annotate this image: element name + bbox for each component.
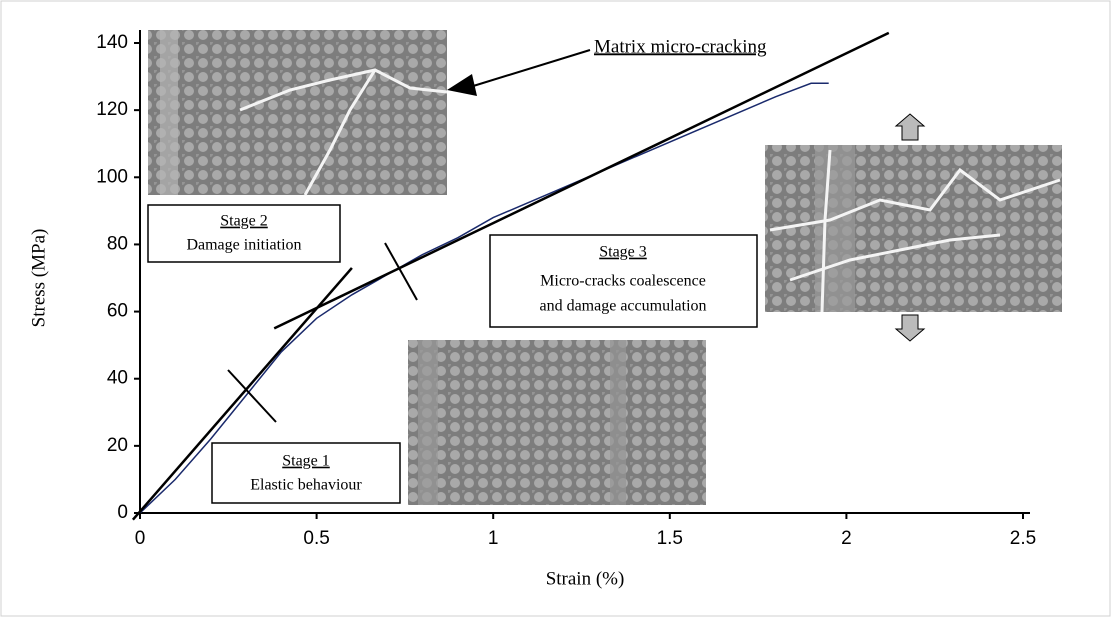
y-axis-title: Stress (MPa) [28, 229, 49, 328]
annotation-box [147, 204, 341, 263]
annotation: Damage initiation [186, 237, 301, 254]
annotation-arrow [469, 49, 591, 88]
annotation: and damage accumulation [539, 298, 706, 315]
line [273, 31, 890, 330]
x-tick-label: 0 [135, 528, 146, 549]
x-axis-title: Strain (%) [546, 568, 625, 589]
micrograph [408, 340, 706, 505]
x-tick-label: 2.5 [1010, 528, 1036, 549]
x-tick-label: 2 [841, 528, 852, 549]
annotation-arrowhead [447, 74, 477, 96]
annotation: Stage 2 [220, 213, 268, 230]
annotation: Stage 3 [599, 244, 647, 261]
y-tick-label: 20 [107, 435, 128, 456]
micrograph [765, 145, 1062, 313]
load-arrow [894, 113, 926, 342]
annotation-box [211, 442, 401, 504]
annotation-box [489, 234, 758, 328]
x-tick-label: 0.5 [303, 528, 329, 549]
annotation: Micro-cracks coalescence [540, 273, 706, 290]
y-tick-label: 120 [96, 99, 128, 120]
x-tick-label: 1 [488, 528, 499, 549]
stage-mark [227, 242, 418, 423]
annotation: Matrix micro-cracking [594, 36, 767, 57]
annotation: Elastic behaviour [250, 477, 362, 494]
y-tick-label: 0 [117, 502, 128, 523]
y-tick-label: 100 [96, 166, 128, 187]
micrograph [148, 30, 448, 196]
y-tick-label: 60 [107, 301, 128, 322]
annotation: Stage 1 [282, 453, 330, 470]
x-tick-label: 1.5 [657, 528, 683, 549]
y-tick-label: 140 [96, 32, 128, 53]
y-tick-label: 40 [107, 368, 128, 389]
y-tick-label: 80 [107, 233, 128, 254]
line [139, 82, 829, 514]
